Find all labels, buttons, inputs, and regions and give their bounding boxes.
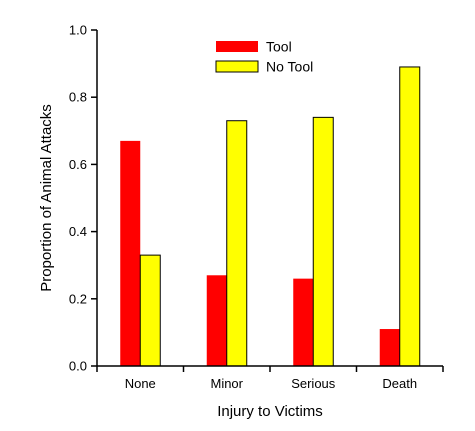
legend-label: Tool: [266, 39, 292, 55]
x-tick-label: Minor: [210, 376, 243, 391]
bar-tool-none: [120, 140, 141, 366]
y-tick-label: 0.8: [69, 90, 87, 105]
legend-swatch: [215, 60, 259, 73]
legend-swatch: [216, 41, 258, 52]
y-tick-label: 0.4: [69, 224, 87, 239]
y-tick-label: 0.0: [69, 359, 87, 374]
bar-no-tool-minor: [226, 120, 248, 367]
x-tick-label: Death: [382, 376, 417, 391]
plot-area: [120, 66, 421, 367]
bar-tool-minor: [206, 275, 227, 366]
ticks: 0.0 0.2 0.4 0.6 0.8 1.0 None Minor Serious Death: [69, 23, 444, 391]
bar-no-tool-death: [399, 66, 421, 367]
y-axis-title: Proportion of Animal Attacks: [38, 104, 55, 292]
y-tick-label: 0.6: [69, 157, 87, 172]
y-tick-label: 0.2: [69, 291, 87, 306]
x-tick-label: None: [125, 376, 156, 391]
bar-no-tool-serious: [312, 116, 334, 367]
x-axis-title: Injury to Victims: [217, 403, 323, 420]
bar-tool-death: [379, 329, 400, 366]
bar-tool-serious: [293, 278, 314, 366]
legend-label: No Tool: [266, 59, 313, 75]
bar-no-tool-none: [139, 254, 161, 367]
x-tick-label: Serious: [291, 376, 336, 391]
legend: Tool No Tool: [215, 39, 313, 75]
y-tick-label: 1.0: [69, 23, 87, 38]
